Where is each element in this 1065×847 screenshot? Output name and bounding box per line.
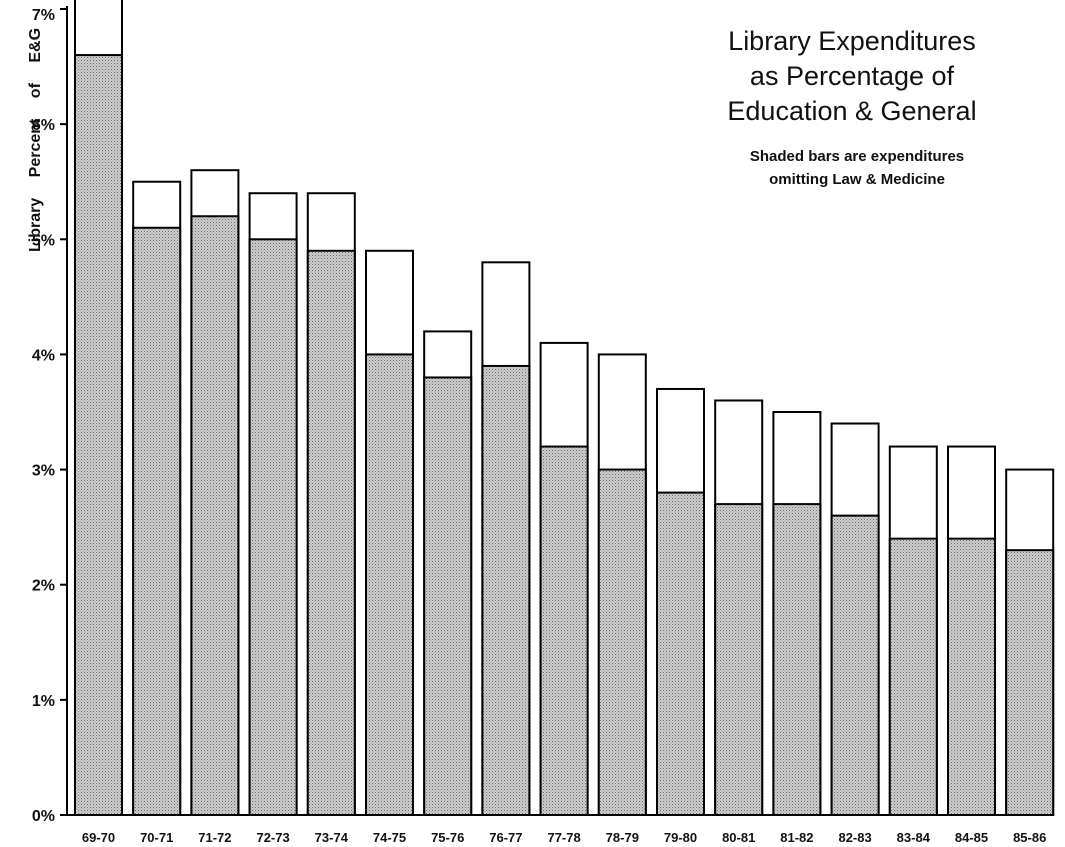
bar-shaded [423,376,473,816]
y-tick-label: 6% [32,117,55,134]
x-tick-label: 81-82 [780,830,813,845]
x-tick-label: 80-81 [722,830,755,845]
y-tick-label: 2% [32,578,55,595]
x-tick-label: 73-74 [315,830,349,845]
bar-shaded [772,503,822,816]
bar-shaded [714,503,764,816]
bar-shaded [888,537,938,817]
y-axis-label: Library Percent of E&G [27,28,44,252]
y-tick-label: 1% [32,693,55,710]
x-tick-label: 76-77 [489,830,522,845]
bar-shaded [830,514,880,817]
x-tick-label: 82-83 [838,830,871,845]
x-axis-labels: 69-70 70-71 71-72 72-73 73-74 74-75 75-76 76-77… [82,830,1046,845]
x-tick-label: 69-70 [82,830,115,845]
y-axis-ticks: 0% 1% 2% 3% 4% 5% 6% 7% [32,7,67,825]
chart-title: Library Expenditures as Percentage of Ed… [727,26,976,188]
chart-subtitle-line: Shaded bars are expenditures [750,148,964,165]
y-tick-label: 4% [32,347,55,364]
bar-shaded [74,54,123,817]
y-tick-label: 0% [32,808,55,825]
x-tick-label: 83-84 [897,830,931,845]
y-tick-label: 5% [32,232,55,249]
bar-shaded [306,249,356,817]
x-tick-label: 78-79 [606,830,639,845]
chart-title-line: Library Expenditures [728,26,976,56]
bar-shaded [539,445,589,816]
x-tick-label: 75-76 [431,830,464,845]
bar-shaded [248,238,298,817]
bar-shaded [1005,549,1055,817]
x-tick-label: 79-80 [664,830,697,845]
x-tick-label: 71-72 [198,830,231,845]
y-tick-label: 3% [32,463,55,480]
chart-title-line: Education & General [727,96,976,126]
bars [74,0,1055,817]
bar-shaded [365,353,414,816]
x-tick-label: 70-71 [140,830,173,845]
bar-shaded [597,468,647,816]
chart-subtitle-line: omitting Law & Medicine [769,171,945,188]
y-tick-label: 7% [32,7,55,24]
bar-shaded [481,364,531,816]
x-tick-label: 85-86 [1013,830,1046,845]
bar-shaded [190,215,240,816]
x-tick-label: 72-73 [256,830,289,845]
bar-shaded [947,537,996,817]
x-tick-label: 84-85 [955,830,988,845]
chart-title-line: as Percentage of [750,61,955,91]
x-tick-label: 77-78 [547,830,580,845]
bar-shaded [656,491,705,816]
bar-shaded [132,226,182,816]
x-tick-label: 74-75 [373,830,406,845]
